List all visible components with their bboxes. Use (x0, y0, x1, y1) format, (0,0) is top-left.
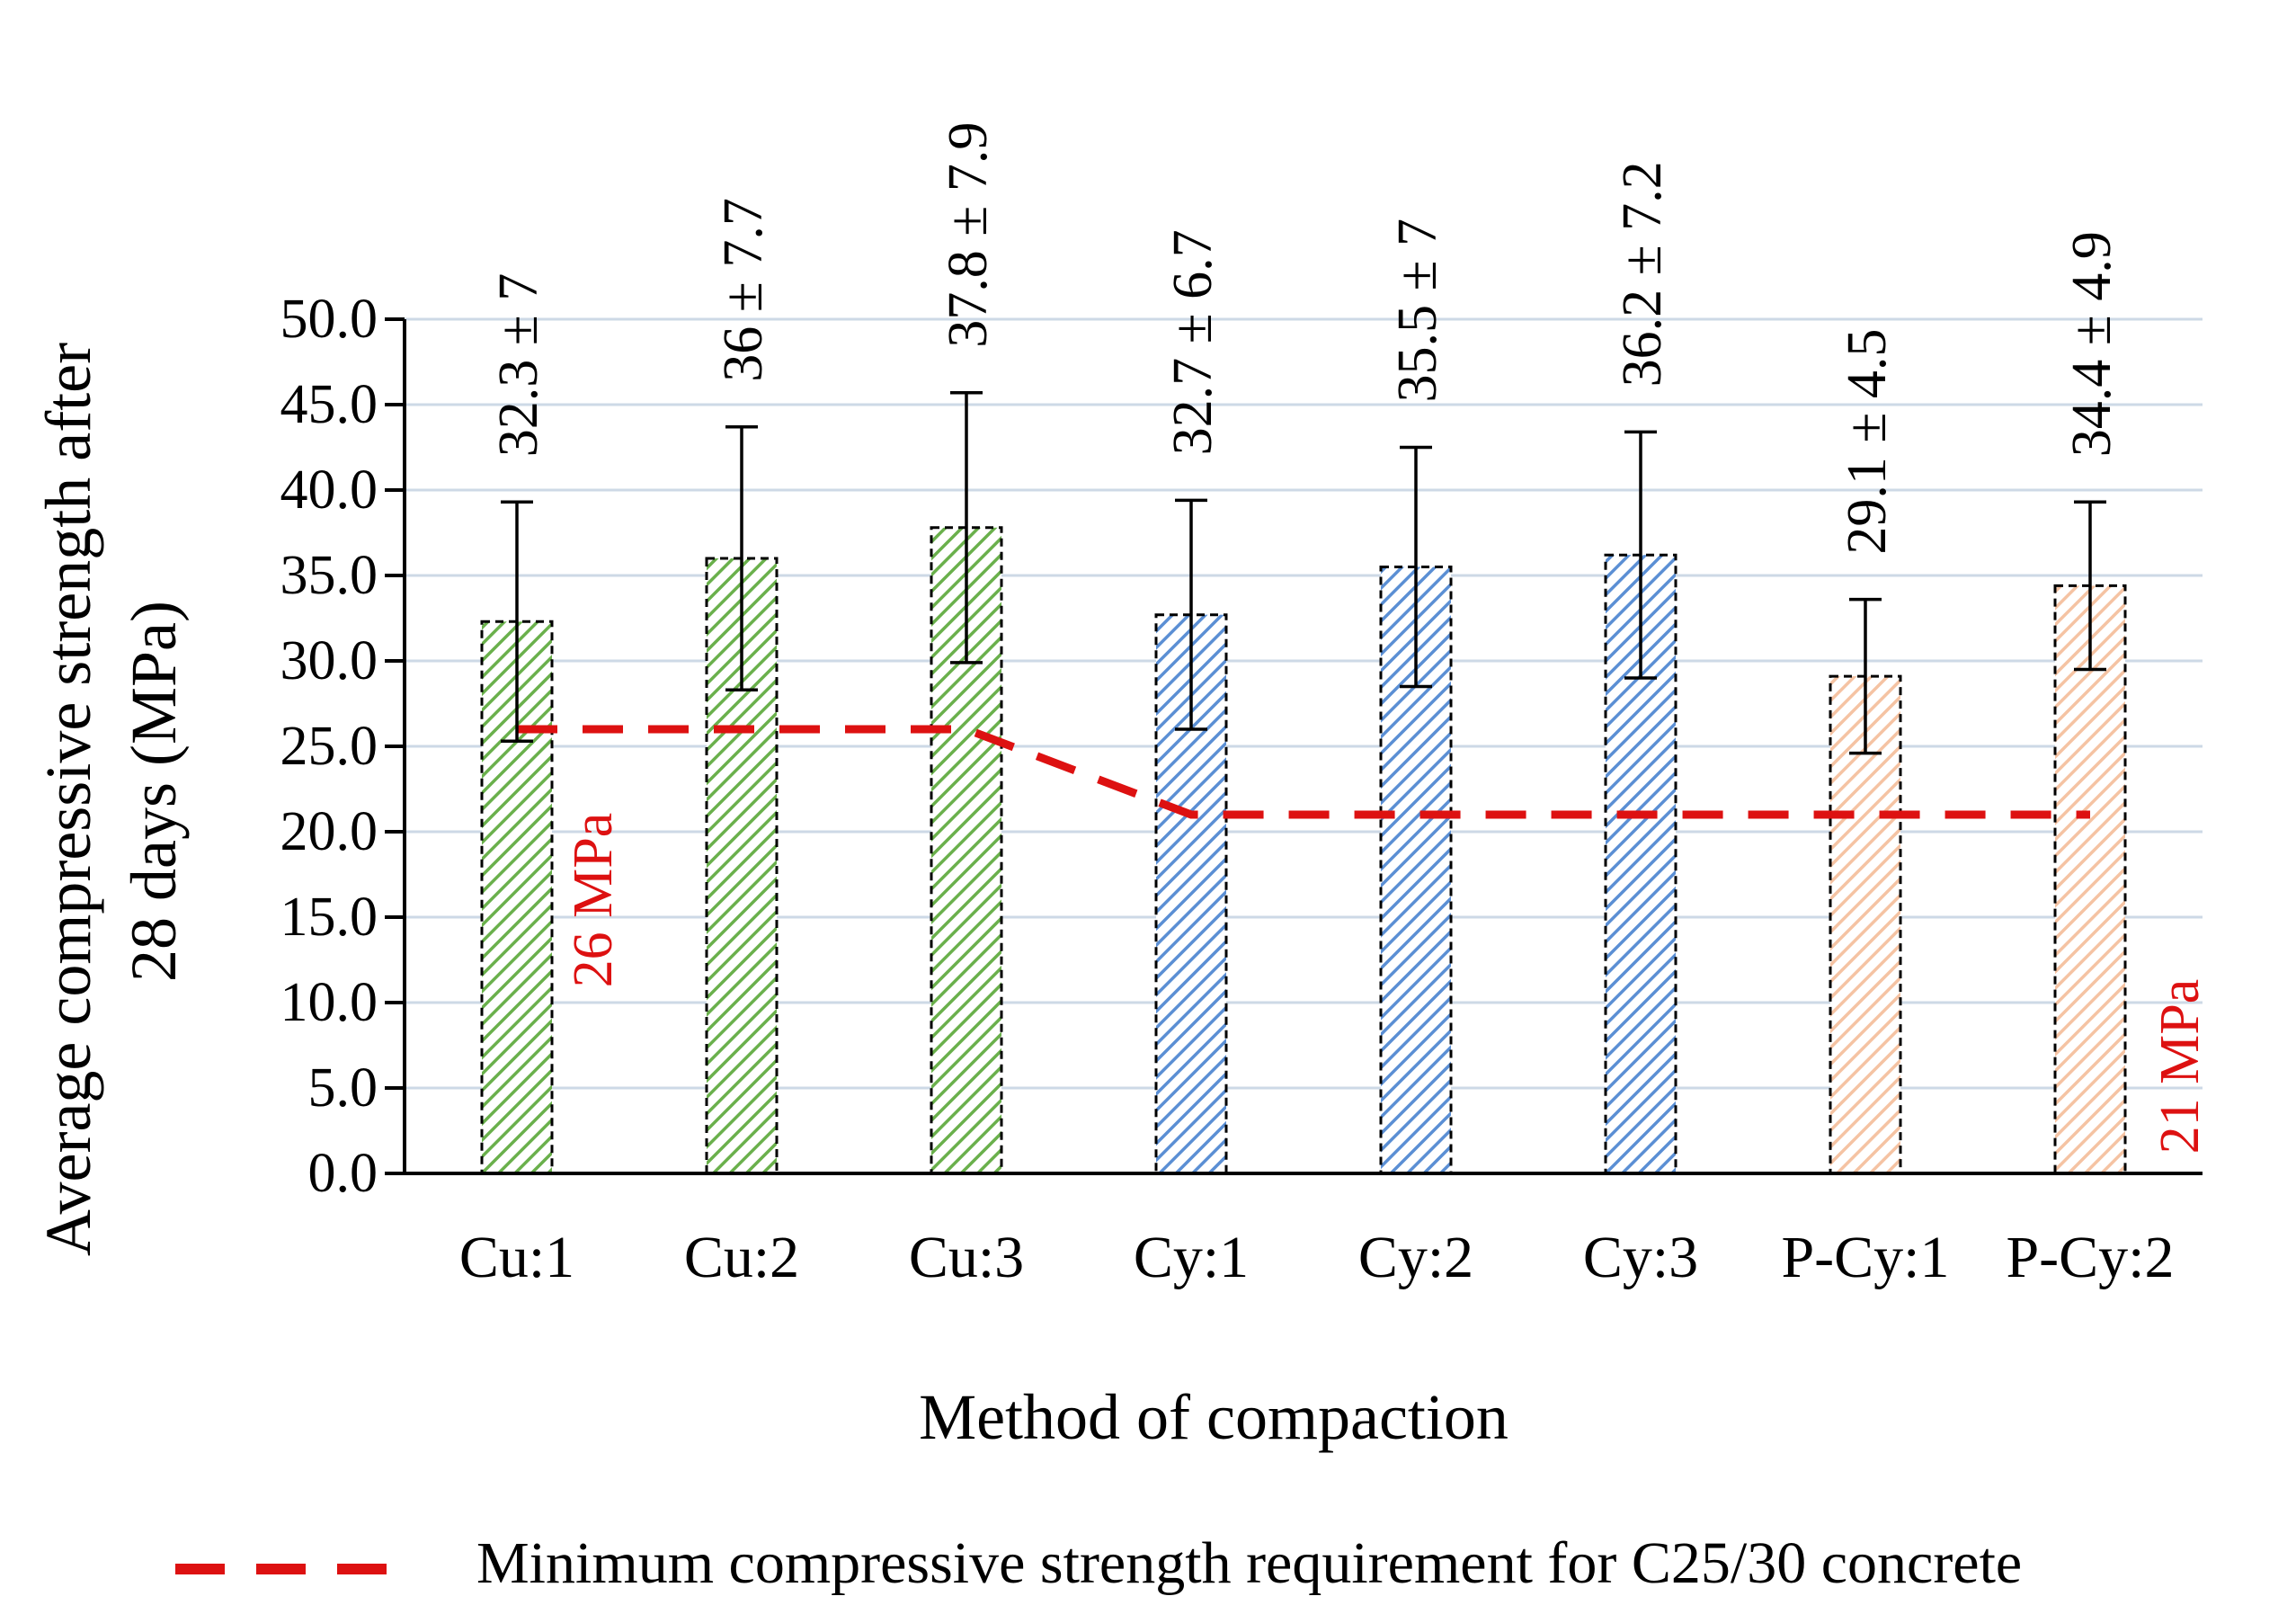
x-axis-title: Method of compaction (919, 1381, 1508, 1453)
y-tick-label: 10.0 (280, 972, 378, 1033)
category-label: Cu:1 (459, 1225, 574, 1290)
category-label: P-Cy:1 (1781, 1225, 1949, 1290)
category-label: Cu:2 (684, 1225, 799, 1290)
category-label: Cy:2 (1358, 1225, 1473, 1290)
category-label: Cy:1 (1134, 1225, 1249, 1290)
y-tick-label: 30.0 (280, 630, 378, 691)
gridlines (405, 317, 2203, 1090)
data-label: 35.5 ± 7 (1387, 218, 1448, 403)
y-tick-label: 5.0 (308, 1057, 378, 1119)
y-axis-title-line-2: 28 days (MPa) (118, 601, 190, 982)
y-tick-label: 0.0 (308, 1143, 378, 1204)
data-label: 37.8 ± 7.9 (938, 122, 999, 348)
y-tick-label: 15.0 (280, 887, 378, 948)
y-tick-label: 40.0 (280, 459, 378, 521)
data-label: 29.1 ± 4.5 (1837, 329, 1898, 555)
data-label: 36.2 ± 7.2 (1612, 161, 1673, 387)
y-tick-label: 20.0 (280, 801, 378, 862)
y-tick-label: 50.0 (280, 289, 378, 350)
error-bars (501, 390, 2106, 755)
bar-p-cy-2 (2053, 584, 2127, 1175)
y-tick-label: 45.0 (280, 374, 378, 435)
requirement-annotation: 21 MPa (2149, 979, 2211, 1155)
y-axis-title: Average compressive strength after 28 da… (32, 326, 190, 1256)
requirement-annotation: 26 MPa (563, 813, 624, 988)
data-label: 34.4 ± 4.9 (2061, 231, 2122, 457)
data-label: 32.7 ± 6.7 (1162, 229, 1224, 455)
category-label: P-Cy:2 (2006, 1225, 2174, 1290)
legend-entry: Minimum compressive strength requirement… (476, 1530, 2022, 1596)
requirement-line (517, 725, 2090, 819)
category-label: Cy:3 (1583, 1225, 1698, 1290)
labels: 0.0 5.0 10.0 15.0 20.0 25.0 30.0 35.0 40.0 45.0 50… (280, 122, 2211, 1290)
data-label: 32.3 ± 7 (488, 273, 549, 458)
y-tick-label: 35.0 (280, 545, 378, 606)
y-tick-label: 25.0 (280, 716, 378, 777)
requirement-line-group (517, 725, 2090, 819)
axes (385, 317, 2203, 1175)
y-axis-title-line-1: Average compressive strength after (32, 343, 104, 1256)
bars (480, 526, 2127, 1175)
data-label: 36 ± 7.7 (713, 198, 774, 382)
category-label: Cu:3 (909, 1225, 1024, 1290)
